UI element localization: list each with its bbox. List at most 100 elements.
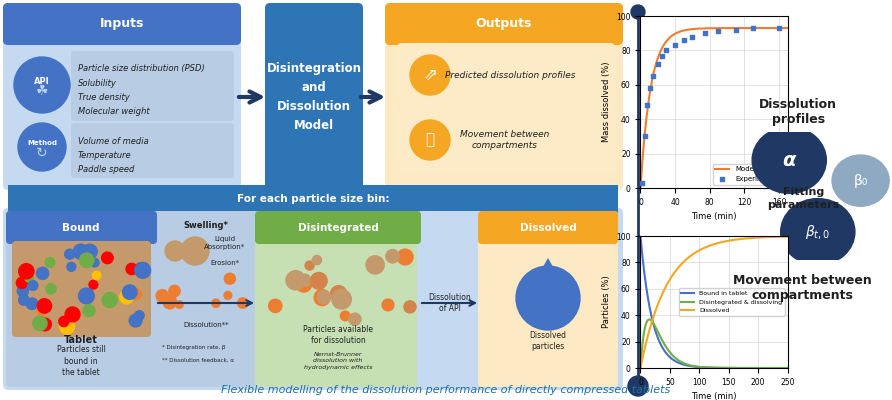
Text: ** Dissolution feedback, α: ** Dissolution feedback, α [162,358,234,362]
Experimental [772,25,786,31]
Text: Bound: Bound [62,223,100,233]
Experimental [647,73,661,79]
Circle shape [120,290,134,304]
Experimental [711,28,725,35]
Circle shape [305,261,314,270]
Circle shape [135,262,151,278]
Text: Disintegrated: Disintegrated [298,223,378,233]
Circle shape [135,311,145,320]
FancyBboxPatch shape [3,3,241,190]
Text: * Disintegration rate, β: * Disintegration rate, β [162,346,226,350]
Text: For each particle size bin:: For each particle size bin: [236,194,389,204]
Dissolved [728,238,739,242]
Bound in tablet [635,234,646,238]
Circle shape [225,273,235,284]
Line: Disintegrated & dissolving: Disintegrated & dissolving [640,320,788,368]
Model [723,26,733,30]
Circle shape [93,271,101,280]
Text: Inputs: Inputs [100,18,145,30]
Circle shape [65,307,80,322]
Circle shape [832,155,889,206]
FancyBboxPatch shape [255,211,421,244]
Circle shape [299,274,311,286]
Text: Particle size distribution (PSD): Particle size distribution (PSD) [78,64,205,74]
Circle shape [78,288,95,304]
FancyBboxPatch shape [71,123,234,178]
Text: Flexible modelling of the dissolution performance of directly compressed tablets: Flexible modelling of the dissolution pe… [221,385,671,395]
Circle shape [67,262,76,271]
Circle shape [295,276,312,292]
Disintegrated & dissolving [694,364,705,369]
Polygon shape [534,258,562,283]
Circle shape [169,285,180,297]
Text: Liquid
Absorption*: Liquid Absorption* [204,236,245,250]
Experimental [659,47,673,54]
Circle shape [516,266,580,330]
Experimental [677,37,691,43]
Model [759,26,770,30]
Circle shape [60,319,75,334]
Text: β₀: β₀ [854,174,868,188]
Bound in tablet [683,363,694,368]
FancyBboxPatch shape [12,241,151,337]
Circle shape [130,288,142,300]
Circle shape [37,304,48,315]
Circle shape [211,299,220,308]
Circle shape [349,313,361,325]
Bar [390,25,618,40]
Experimental [635,180,649,186]
FancyBboxPatch shape [417,211,483,387]
Line: Model: Model [640,28,788,188]
Experimental [698,30,713,36]
FancyBboxPatch shape [255,211,421,387]
Circle shape [318,290,331,304]
Text: Temperature: Temperature [78,150,132,160]
Circle shape [29,281,37,290]
Circle shape [79,253,94,268]
Circle shape [176,301,183,308]
Model [635,186,646,190]
Text: Nernst-Brunner
dissolution with
hydrodynamic effects: Nernst-Brunner dissolution with hydrodyn… [304,352,372,370]
Text: Dissolution
of API: Dissolution of API [429,293,471,314]
Text: Swelling*: Swelling* [184,222,228,230]
Polygon shape [270,185,358,210]
X-axis label: Time (min): Time (min) [691,392,737,400]
Text: $\beta_{t,0}$: $\beta_{t,0}$ [805,223,830,241]
Bound in tablet [728,366,739,370]
Dissolved [683,255,694,260]
Circle shape [382,299,394,311]
Experimental [746,25,760,31]
Legend: Model, Experimental: Model, Experimental [713,164,784,184]
Circle shape [73,244,88,259]
Dissolved [653,301,664,306]
Bound in tablet [693,365,704,370]
Circle shape [90,258,99,267]
Y-axis label: Particles (%): Particles (%) [602,276,611,328]
Text: Disintegration
and
Dissolution
Model: Disintegration and Dissolution Model [267,62,361,132]
Bound in tablet [741,366,752,370]
Text: Volume of media: Volume of media [78,136,149,146]
Circle shape [366,256,384,274]
Model [636,178,647,183]
Text: Solubility: Solubility [78,78,117,88]
FancyBboxPatch shape [478,211,618,244]
Circle shape [752,127,826,194]
Circle shape [17,285,29,296]
Text: Dissolution
profiles: Dissolution profiles [759,98,838,126]
FancyBboxPatch shape [397,108,615,173]
Circle shape [341,311,350,321]
Text: Particles available
for dissolution: Particles available for dissolution [303,325,373,345]
Dissolved [693,248,704,253]
Disintegrated & dissolving [644,317,655,322]
Circle shape [286,271,305,290]
Bound in tablet [742,366,753,370]
Text: Movement between
compartments: Movement between compartments [460,130,549,150]
Experimental [655,52,669,59]
Text: ⇗: ⇗ [423,66,437,84]
Disintegrated & dissolving [742,366,753,370]
Text: True density: True density [78,92,129,102]
Text: Particles still
bound in
the tablet: Particles still bound in the tablet [56,345,105,377]
Circle shape [102,252,113,264]
FancyBboxPatch shape [71,51,234,121]
Text: Predicted dissolution profiles: Predicted dissolution profiles [445,70,575,80]
